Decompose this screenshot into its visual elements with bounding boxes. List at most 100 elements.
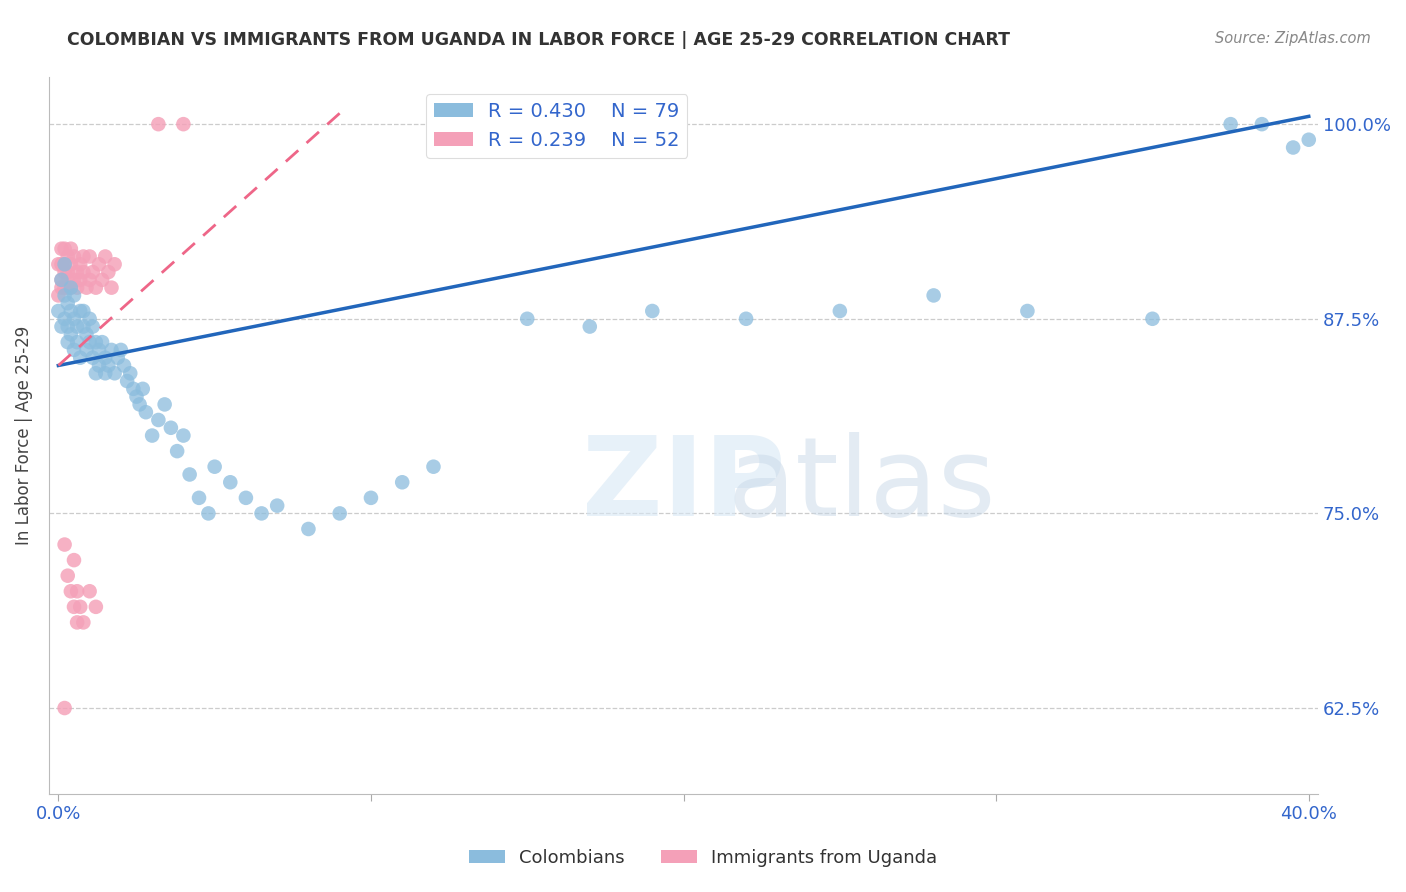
- Point: [82, 319, 104, 334]
- Point: [69, 304, 91, 318]
- Point: [59, 584, 82, 599]
- Point: [53, 311, 76, 326]
- Legend: Colombians, Immigrants from Uganda: Colombians, Immigrants from Uganda: [461, 842, 945, 874]
- Point: [79, 250, 101, 264]
- Point: [66, 615, 89, 630]
- Point: [63, 273, 86, 287]
- Point: [53, 265, 76, 279]
- Point: [135, 405, 157, 419]
- Point: [1219, 117, 1241, 131]
- Point: [56, 568, 79, 582]
- Point: [69, 273, 91, 287]
- Point: [66, 265, 89, 279]
- Point: [69, 599, 91, 614]
- Point: [735, 311, 758, 326]
- Point: [56, 280, 79, 294]
- Point: [1282, 140, 1305, 154]
- Point: [66, 280, 89, 294]
- Point: [148, 117, 170, 131]
- Point: [79, 335, 101, 350]
- Point: [53, 701, 76, 715]
- Point: [172, 428, 194, 442]
- Point: [1142, 311, 1164, 326]
- Point: [1017, 304, 1039, 318]
- Point: [53, 288, 76, 302]
- Point: [141, 428, 163, 442]
- Point: [91, 335, 114, 350]
- Y-axis label: In Labor Force | Age 25-29: In Labor Force | Age 25-29: [15, 326, 32, 545]
- Point: [148, 413, 170, 427]
- Point: [100, 280, 122, 294]
- Point: [266, 499, 288, 513]
- Point: [172, 117, 194, 131]
- Point: [84, 280, 107, 294]
- Point: [110, 343, 132, 357]
- Point: [59, 280, 82, 294]
- Point: [56, 250, 79, 264]
- Point: [329, 507, 352, 521]
- Point: [160, 421, 183, 435]
- Point: [84, 366, 107, 380]
- Point: [56, 296, 79, 310]
- Point: [63, 599, 86, 614]
- Point: [360, 491, 382, 505]
- Point: [72, 265, 94, 279]
- Point: [115, 374, 138, 388]
- Point: [53, 257, 76, 271]
- Point: [122, 382, 145, 396]
- Point: [1298, 133, 1320, 147]
- Point: [219, 475, 242, 490]
- Point: [59, 327, 82, 342]
- Point: [76, 280, 98, 294]
- Point: [51, 273, 73, 287]
- Point: [66, 319, 89, 334]
- Point: [51, 242, 73, 256]
- Point: [179, 467, 201, 482]
- Point: [59, 280, 82, 294]
- Legend: R = 0.430    N = 79, R = 0.239    N = 52: R = 0.430 N = 79, R = 0.239 N = 52: [426, 95, 688, 158]
- Point: [63, 288, 86, 302]
- Point: [828, 304, 851, 318]
- Point: [79, 273, 101, 287]
- Point: [1250, 117, 1272, 131]
- Point: [128, 397, 150, 411]
- Point: [104, 257, 127, 271]
- Point: [59, 304, 82, 318]
- Point: [56, 335, 79, 350]
- Point: [72, 304, 94, 318]
- Point: [63, 250, 86, 264]
- Point: [97, 265, 120, 279]
- Point: [59, 257, 82, 271]
- Point: [84, 335, 107, 350]
- Point: [235, 491, 257, 505]
- Point: [53, 537, 76, 551]
- Point: [94, 351, 117, 365]
- Text: atlas: atlas: [727, 433, 995, 539]
- Point: [82, 351, 104, 365]
- Point: [87, 359, 110, 373]
- Point: [391, 475, 413, 490]
- Point: [69, 351, 91, 365]
- Point: [87, 257, 110, 271]
- Point: [422, 459, 444, 474]
- Point: [197, 507, 219, 521]
- Point: [94, 366, 117, 380]
- Point: [132, 382, 155, 396]
- Point: [72, 615, 94, 630]
- Text: COLOMBIAN VS IMMIGRANTS FROM UGANDA IN LABOR FORCE | AGE 25-29 CORRELATION CHART: COLOMBIAN VS IMMIGRANTS FROM UGANDA IN L…: [67, 31, 1011, 49]
- Point: [153, 397, 176, 411]
- Point: [578, 319, 600, 334]
- Point: [125, 390, 148, 404]
- Point: [107, 351, 129, 365]
- Point: [53, 257, 76, 271]
- Point: [250, 507, 273, 521]
- Point: [51, 273, 73, 287]
- Point: [84, 599, 107, 614]
- Point: [56, 273, 79, 287]
- Point: [63, 343, 86, 357]
- Point: [82, 265, 104, 279]
- Point: [76, 343, 98, 357]
- Point: [87, 343, 110, 357]
- Point: [79, 584, 101, 599]
- Point: [66, 584, 89, 599]
